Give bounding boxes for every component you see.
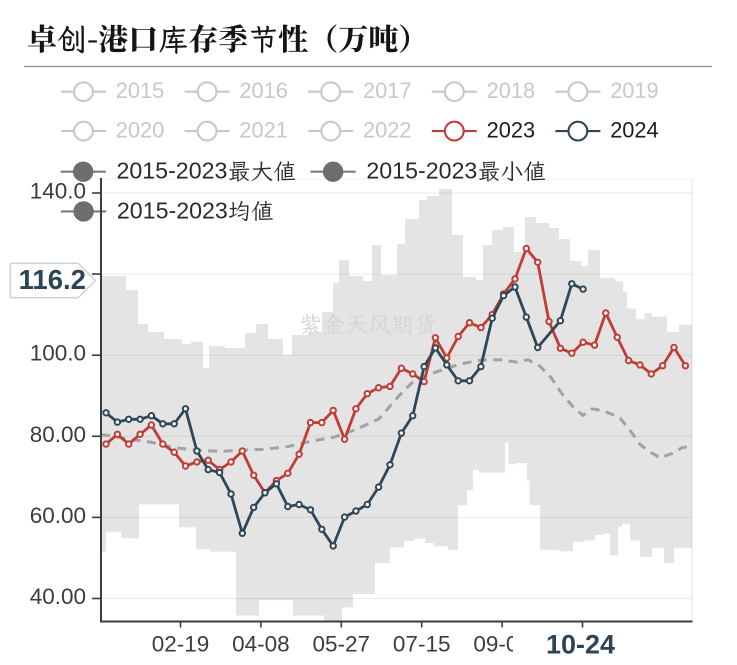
svg-text:2017: 2017 (363, 78, 412, 103)
svg-text:40.00: 40.00 (30, 584, 86, 609)
svg-text:10-24: 10-24 (546, 630, 615, 660)
svg-text:2022: 2022 (363, 118, 412, 143)
svg-text:04-08: 04-08 (232, 632, 290, 657)
svg-text:2016: 2016 (239, 78, 288, 103)
svg-text:2019: 2019 (610, 78, 659, 103)
svg-text:2015-2023: 2015-2023 (117, 197, 228, 223)
svg-text:2024: 2024 (610, 118, 659, 143)
svg-text:100.0: 100.0 (30, 341, 86, 366)
svg-text:140.0: 140.0 (30, 179, 86, 204)
svg-text:60.00: 60.00 (30, 503, 86, 528)
svg-text:07-15: 07-15 (393, 632, 451, 657)
svg-text:80.00: 80.00 (30, 422, 86, 447)
svg-text:116.2: 116.2 (19, 264, 86, 295)
svg-text:2018: 2018 (487, 78, 535, 103)
svg-text:2015-2023: 2015-2023 (366, 158, 477, 184)
svg-text:2023: 2023 (487, 118, 535, 143)
svg-text:2021: 2021 (239, 118, 288, 143)
svg-text:2015: 2015 (116, 78, 165, 103)
svg-text:2020: 2020 (116, 118, 165, 143)
svg-text:2015-2023: 2015-2023 (117, 158, 228, 184)
svg-text:05-27: 05-27 (313, 632, 371, 657)
svg-text:02-19: 02-19 (152, 632, 210, 657)
